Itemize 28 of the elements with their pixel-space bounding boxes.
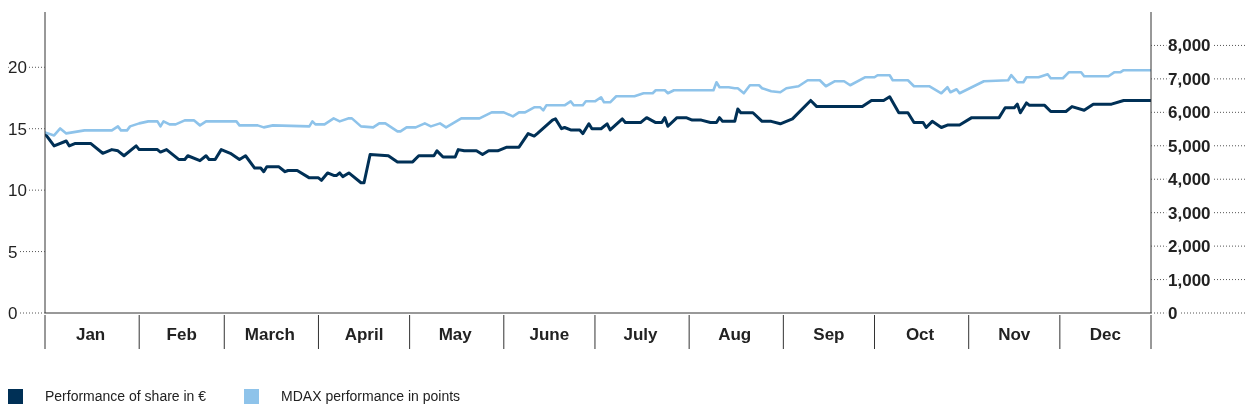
x-tick-label: April — [344, 325, 384, 344]
y-tick-label: 20 — [8, 58, 27, 78]
legend-label: Performance of share in € — [45, 388, 207, 404]
y2-tick-label: 5,000 — [1168, 136, 1211, 156]
y2-tick-label: 7,000 — [1168, 69, 1211, 89]
x-tick-label: Sep — [813, 325, 845, 344]
y2-tick-label: 0 — [1168, 303, 1178, 323]
x-tick-label: March — [244, 325, 295, 344]
x-tick-label: Dec — [1089, 325, 1122, 344]
y2-tick-label: 1,000 — [1168, 270, 1211, 290]
x-tick-label: June — [529, 325, 570, 344]
y2-tick-label: 6,000 — [1168, 103, 1211, 123]
x-tick-label: July — [623, 325, 659, 344]
y-tick-label: 10 — [8, 181, 27, 201]
legend-label: MDAX performance in points — [281, 388, 461, 404]
x-tick-label: Nov — [998, 325, 1031, 344]
x-tick-label: Oct — [905, 325, 935, 344]
y2-tick-label: 8,000 — [1168, 36, 1211, 56]
x-tick-label: Jan — [75, 325, 106, 344]
y-tick-label: 15 — [8, 119, 27, 139]
y2-tick-label: 4,000 — [1168, 170, 1211, 190]
y-tick-label: 5 — [8, 242, 18, 262]
x-tick-label: Feb — [166, 325, 197, 344]
x-tick-label: May — [438, 325, 473, 344]
y2-tick-label: 2,000 — [1168, 237, 1211, 257]
y-tick-label: 0 — [8, 303, 18, 323]
x-tick-label: Aug — [718, 325, 752, 344]
y2-tick-label: 3,000 — [1168, 203, 1211, 223]
